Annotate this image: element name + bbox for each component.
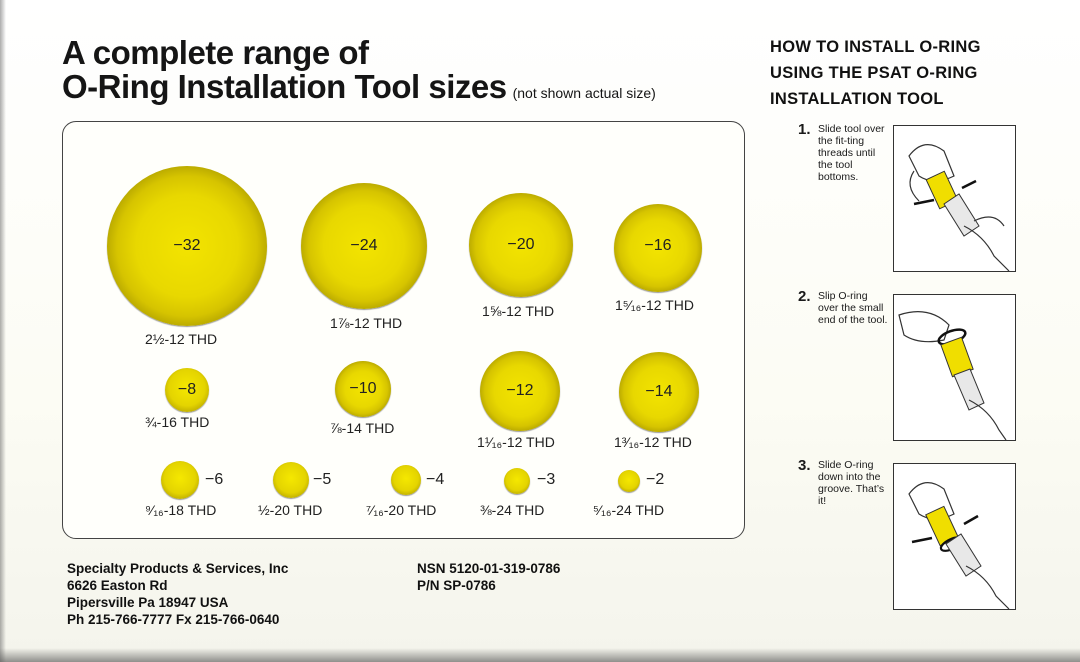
tool-thread-4: ⁷⁄₁₆-20 THD (366, 502, 437, 518)
tool-ring-24 (301, 183, 427, 309)
tool-ring-4 (391, 465, 421, 495)
tool-ring-6 (161, 461, 199, 499)
part-numbers: NSN 5120-01-319-0786 P/N SP-0786 (417, 560, 560, 594)
scan-edge-left (0, 0, 6, 662)
tool-thread-14: 1³⁄₁₆-12 THD (614, 434, 692, 450)
tool-thread-12: 1¹⁄₁₆-12 THD (477, 434, 555, 450)
tool-ring-8 (165, 368, 209, 412)
nsn-number: NSN 5120-01-319-0786 (417, 561, 561, 576)
tool-dash-5: −5 (313, 471, 332, 488)
tool-ring-32 (107, 166, 267, 326)
step-3-illustration (893, 463, 1016, 610)
tool-dash-12: −12 (506, 382, 534, 399)
howto-line-2: USING THE PSAT O-RING (770, 64, 978, 82)
title-note: (not shown actual size) (512, 85, 656, 101)
tool-thread-32: 2½-12 THD (145, 331, 218, 347)
page-title: A complete range of O-Ring Installation … (62, 36, 656, 110)
part-number: P/N SP-0786 (417, 578, 496, 593)
tool-thread-3: ⅜-24 THD (480, 502, 545, 518)
tool-thread-6: ⁹⁄₁₆-18 THD (145, 502, 217, 518)
tool-dash-8: −8 (177, 381, 197, 398)
company-city: Pipersville Pa 18947 USA (67, 595, 229, 610)
tool-ring-3 (504, 468, 530, 494)
step-2-illustration (893, 294, 1016, 441)
howto-line-1: HOW TO INSTALL O-RING (770, 38, 981, 56)
howto-line-3: INSTALLATION TOOL (770, 90, 944, 108)
tool-thread-8: ¾-16 THD (145, 414, 210, 430)
step-2-text: Slip O-ring over the small end of the to… (818, 290, 888, 326)
tool-thread-10: ⅞-14 THD (330, 420, 395, 436)
company-name: Specialty Products & Services, Inc (67, 561, 289, 576)
title-line-2: O-Ring Installation Tool sizes (62, 68, 507, 105)
tool-ring-14 (619, 352, 699, 432)
tool-ring-12 (480, 351, 560, 431)
step-2-number: 2. (798, 288, 811, 305)
tool-dash-24: −24 (350, 237, 378, 254)
tool-dash-4: −4 (426, 471, 445, 488)
tool-thread-20: 1⅝-12 THD (482, 303, 555, 319)
step-3-number: 3. (798, 457, 811, 474)
step-1-illustration (893, 125, 1016, 272)
scan-edge-bottom (0, 648, 1080, 662)
tool-ring-20 (469, 193, 573, 297)
tool-dash-14: −14 (645, 383, 673, 400)
tool-ring-2 (618, 470, 640, 492)
tool-dash-3: −3 (537, 471, 556, 488)
howto-heading: HOW TO INSTALL O-RING USING THE PSAT O-R… (770, 34, 981, 112)
tool-thread-16: 1⁵⁄₁₆-12 THD (615, 297, 694, 313)
tool-thread-2: ⁵⁄₁₆-24 THD (593, 502, 665, 518)
tool-ring-5 (273, 462, 309, 498)
tool-dash-2: −2 (646, 471, 665, 488)
company-phone: Ph 215-766-7777 Fx 215-766-0640 (67, 612, 280, 627)
step-1-text: Slide tool over the fit-ting threads unt… (818, 123, 885, 183)
title-line-1: A complete range of (62, 34, 369, 71)
tool-dash-10: −10 (349, 380, 377, 397)
step-1-number: 1. (798, 121, 811, 138)
tool-dash-6: −6 (205, 471, 224, 488)
tool-dash-20: −20 (507, 236, 535, 253)
company-address: Specialty Products & Services, Inc 6626 … (67, 560, 288, 628)
tool-thread-24: 1⅞-12 THD (330, 315, 403, 331)
company-street: 6626 Easton Rd (67, 578, 168, 593)
tool-dash-32: −32 (173, 237, 201, 254)
tool-dash-16: −16 (644, 237, 672, 254)
step-3-text: Slide O-ring down into the groove. That’… (818, 459, 885, 507)
tool-thread-5: ½-20 THD (258, 502, 323, 518)
tool-ring-10 (335, 361, 391, 417)
tool-ring-16 (614, 204, 702, 292)
